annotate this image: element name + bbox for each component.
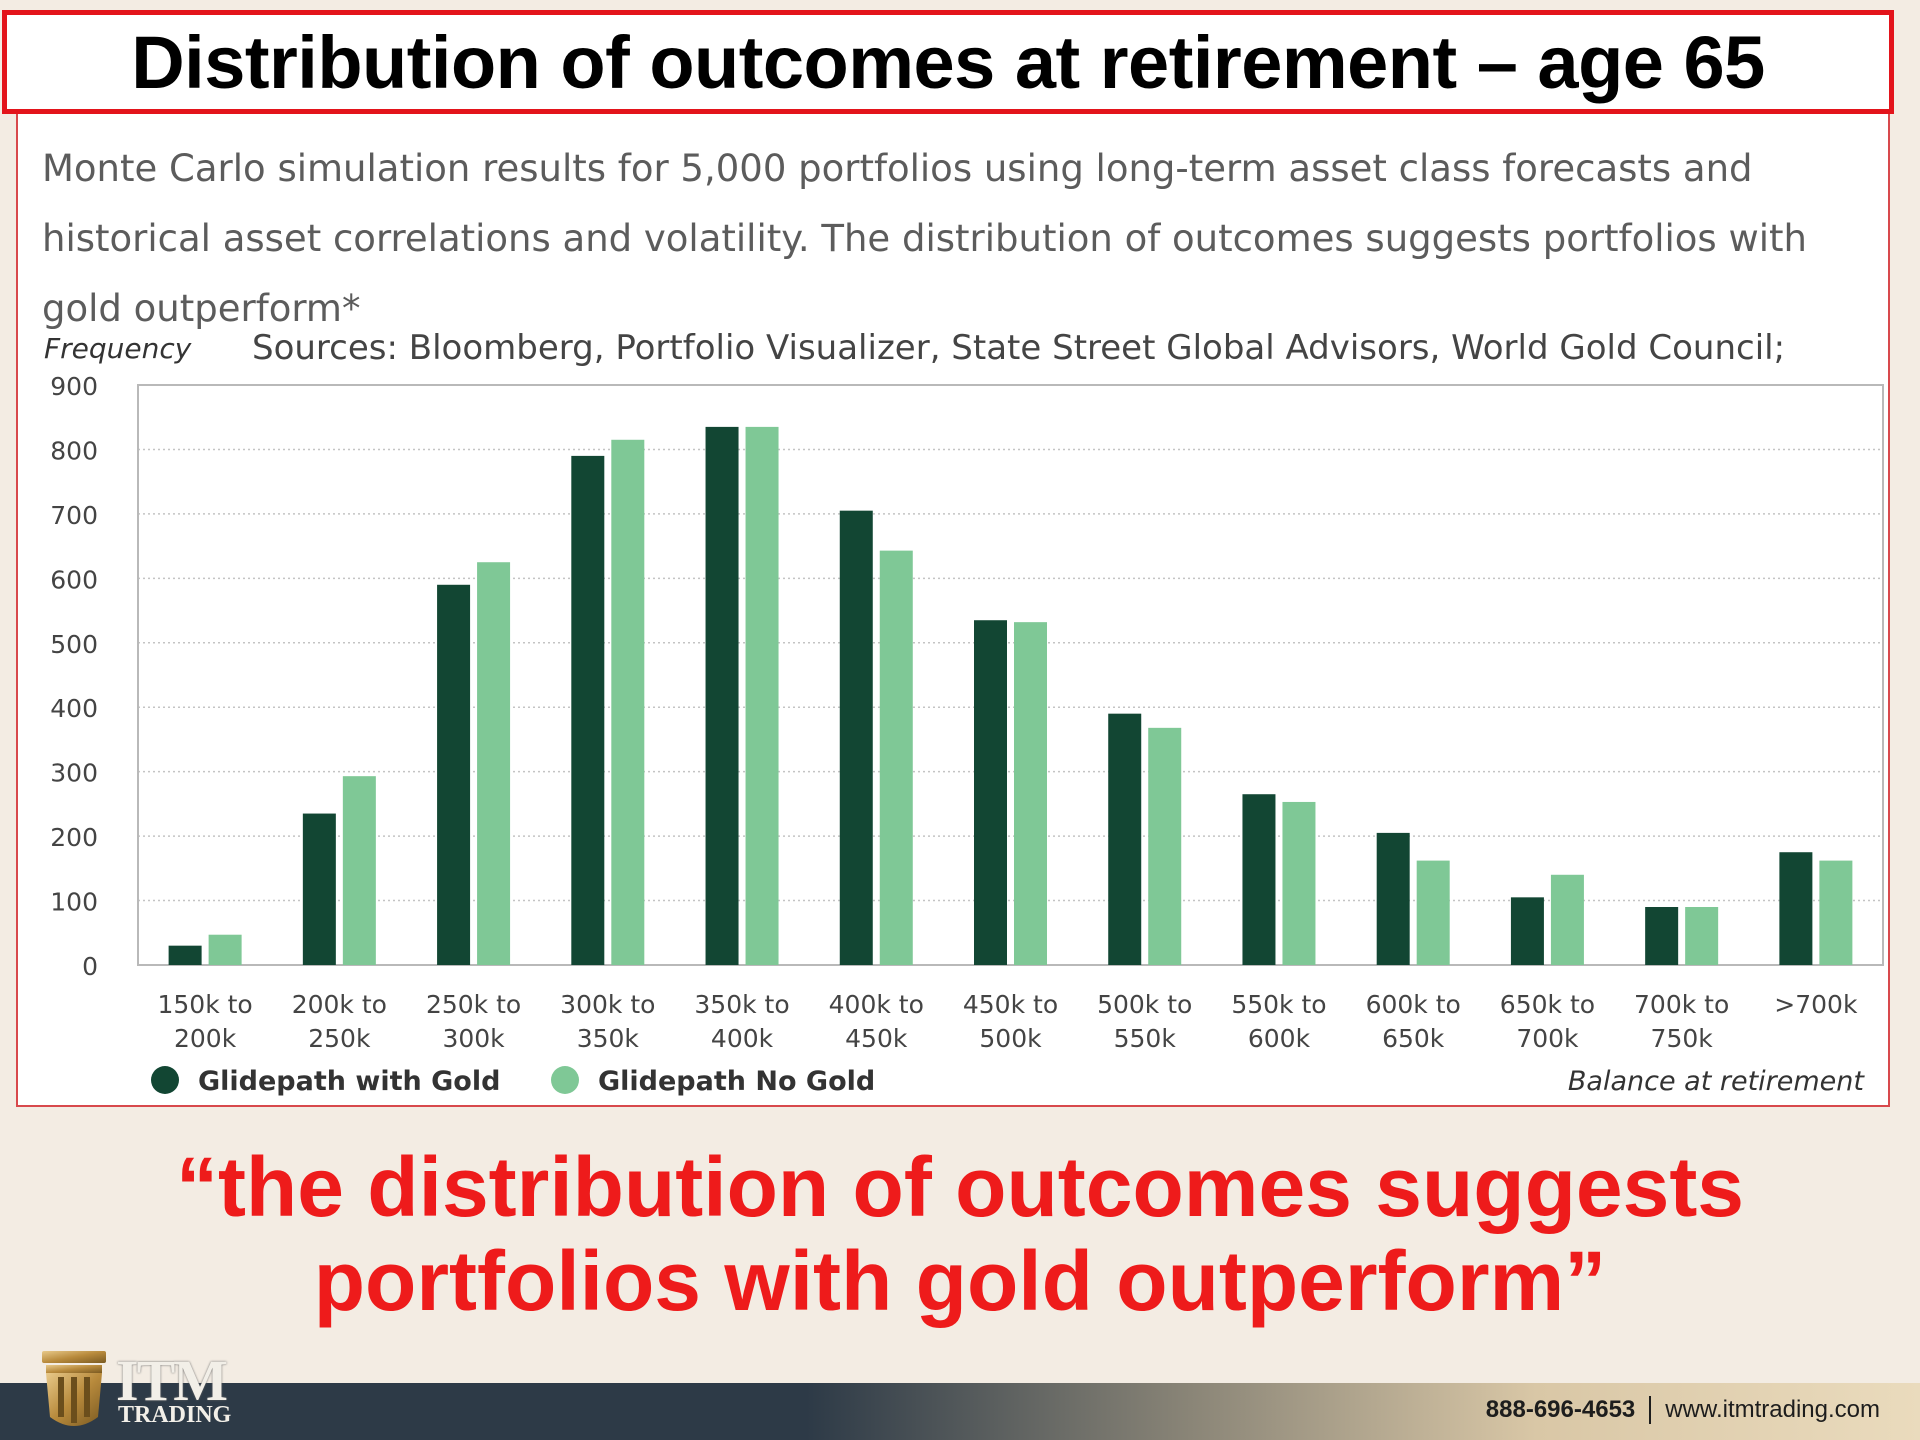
y-tick-label: 0	[82, 952, 98, 981]
brand-subtitle: TRADING	[118, 1402, 232, 1428]
x-tick-label: 300k	[442, 1024, 505, 1053]
bar-with-gold	[302, 813, 336, 965]
x-tick-label: 400k	[711, 1024, 774, 1053]
bar-with-gold	[571, 455, 605, 965]
column-logo-icon	[42, 1351, 106, 1426]
bar-no-gold	[745, 426, 779, 965]
footer-bar	[0, 1383, 1920, 1440]
bar-with-gold	[168, 945, 202, 965]
x-tick-label: 650k to	[1500, 990, 1595, 1019]
y-tick-label: 500	[50, 630, 98, 659]
bar-no-gold	[1685, 907, 1719, 965]
x-tick-label: 750k	[1651, 1024, 1714, 1053]
y-tick-label: 800	[50, 436, 98, 465]
y-tick-label: 100	[50, 888, 98, 917]
x-tick-label: 200k	[174, 1024, 237, 1053]
x-tick-label: 700k	[1516, 1024, 1579, 1053]
phone-number: 888-696-4653	[1485, 1396, 1636, 1423]
x-axis-label: Balance at retirement	[1568, 1066, 1866, 1097]
y-tick-label: 700	[50, 501, 98, 530]
x-tick-label: >700k	[1774, 990, 1858, 1019]
y-axis-label: Frequency	[44, 332, 192, 365]
x-tick-label: 200k to	[292, 990, 387, 1019]
contact-info: 888-696-4653 www.itmtrading.com	[1486, 1396, 1880, 1424]
bar-no-gold	[1416, 860, 1450, 965]
x-tick-label: 500k to	[1097, 990, 1192, 1019]
legend-swatch-no-gold	[551, 1066, 579, 1094]
plot-frame	[137, 384, 1884, 966]
x-tick-label: 550k to	[1231, 990, 1326, 1019]
quote-caption: “the distribution of outcomes suggests p…	[0, 1140, 1920, 1328]
x-tick-label: 250k to	[426, 990, 521, 1019]
bar-no-gold	[1819, 860, 1853, 965]
bar-no-gold	[208, 934, 242, 965]
bar-with-gold	[974, 620, 1007, 965]
bar-no-gold	[1550, 874, 1584, 965]
bar-no-gold	[1282, 801, 1316, 965]
bar-no-gold	[1148, 727, 1182, 965]
contact-divider	[1649, 1396, 1652, 1424]
x-tick-label: 350k to	[694, 990, 789, 1019]
bar-with-gold	[1108, 713, 1142, 965]
x-tick-label: 450k	[845, 1024, 908, 1053]
y-tick-label: 200	[50, 823, 98, 852]
bar-with-gold	[1510, 897, 1544, 965]
page-title: Distribution of outcomes at retirement –…	[131, 20, 1765, 104]
quote-line-1: “the distribution of outcomes suggests	[175, 1140, 1745, 1234]
y-tick-label: 900	[50, 372, 98, 401]
legend-label-no-gold: Glidepath No Gold	[598, 1066, 875, 1097]
x-tick-label: 650k	[1382, 1024, 1445, 1053]
bar-with-gold	[1779, 852, 1813, 965]
bar-no-gold	[342, 776, 376, 965]
legend-label-with-gold: Glidepath with Gold	[198, 1066, 500, 1097]
bar-with-gold	[839, 510, 873, 965]
bar-with-gold	[1376, 832, 1410, 965]
brand-name: ITM	[116, 1348, 228, 1413]
x-tick-label: 700k to	[1634, 990, 1729, 1019]
bar-with-gold	[1242, 794, 1276, 965]
y-tick-label: 600	[50, 565, 98, 594]
y-tick-label: 300	[50, 759, 98, 788]
bar-with-gold	[1645, 907, 1679, 965]
y-tick-label: 400	[50, 694, 98, 723]
x-tick-label: 150k to	[157, 990, 252, 1019]
bar-chart: 0 100 200 300 400 500 600 700 800 900 150k to 200k…	[50, 372, 1884, 1097]
x-tick-label: 600k to	[1366, 990, 1461, 1019]
x-tick-label: 600k	[1248, 1024, 1311, 1053]
bar-no-gold	[879, 550, 913, 965]
chart-subtitle: Monte Carlo simulation results for 5,000…	[42, 147, 1807, 330]
website-link[interactable]: www.itmtrading.com	[1665, 1396, 1880, 1423]
x-tick-label: 450k to	[963, 990, 1058, 1019]
quote-line-2: portfolios with gold outperform”	[313, 1234, 1607, 1328]
x-tick-label: 400k to	[829, 990, 924, 1019]
bar-with-gold	[437, 584, 471, 965]
bar-no-gold	[611, 439, 645, 965]
itm-trading-logo: ITM TRADING	[38, 1347, 268, 1437]
x-tick-label: 250k	[308, 1024, 371, 1053]
x-tick-label: 500k	[979, 1024, 1042, 1053]
x-tick-label: 300k to	[560, 990, 655, 1019]
x-tick-label: 550k	[1114, 1024, 1177, 1053]
legend-swatch-with-gold	[151, 1066, 179, 1094]
title-box: Distribution of outcomes at retirement –…	[2, 10, 1894, 114]
sources-note: Sources: Bloomberg, Portfolio Visualizer…	[252, 328, 1786, 368]
legend: Glidepath with Gold Glidepath No Gold	[151, 1066, 875, 1097]
bar-no-gold	[1014, 622, 1047, 965]
bar-no-gold	[477, 562, 511, 965]
bar-with-gold	[705, 426, 739, 965]
chart-panel: Monte Carlo simulation results for 5,000…	[16, 100, 1890, 1107]
x-tick-label: 350k	[577, 1024, 640, 1053]
